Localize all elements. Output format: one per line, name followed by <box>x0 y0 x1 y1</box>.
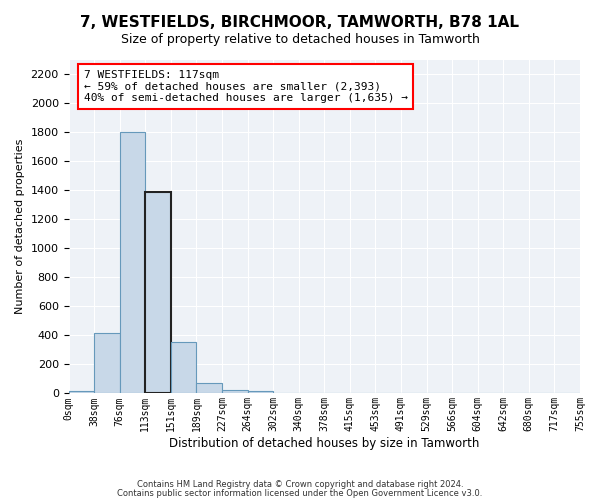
Text: 7 WESTFIELDS: 117sqm
← 59% of detached houses are smaller (2,393)
40% of semi-de: 7 WESTFIELDS: 117sqm ← 59% of detached h… <box>84 70 408 103</box>
Bar <box>171 342 196 394</box>
X-axis label: Distribution of detached houses by size in Tamworth: Distribution of detached houses by size … <box>169 437 479 450</box>
Text: Size of property relative to detached houses in Tamworth: Size of property relative to detached ho… <box>121 32 479 46</box>
Bar <box>145 192 171 394</box>
Text: Contains HM Land Registry data © Crown copyright and database right 2024.: Contains HM Land Registry data © Crown c… <box>137 480 463 489</box>
Text: 7, WESTFIELDS, BIRCHMOOR, TAMWORTH, B78 1AL: 7, WESTFIELDS, BIRCHMOOR, TAMWORTH, B78 … <box>80 15 520 30</box>
Bar <box>94 332 119 394</box>
Y-axis label: Number of detached properties: Number of detached properties <box>15 139 25 314</box>
Bar <box>222 390 248 394</box>
Bar <box>68 391 94 394</box>
Bar <box>119 132 145 394</box>
Text: Contains public sector information licensed under the Open Government Licence v3: Contains public sector information licen… <box>118 489 482 498</box>
Bar <box>196 382 222 394</box>
Bar <box>248 391 273 394</box>
